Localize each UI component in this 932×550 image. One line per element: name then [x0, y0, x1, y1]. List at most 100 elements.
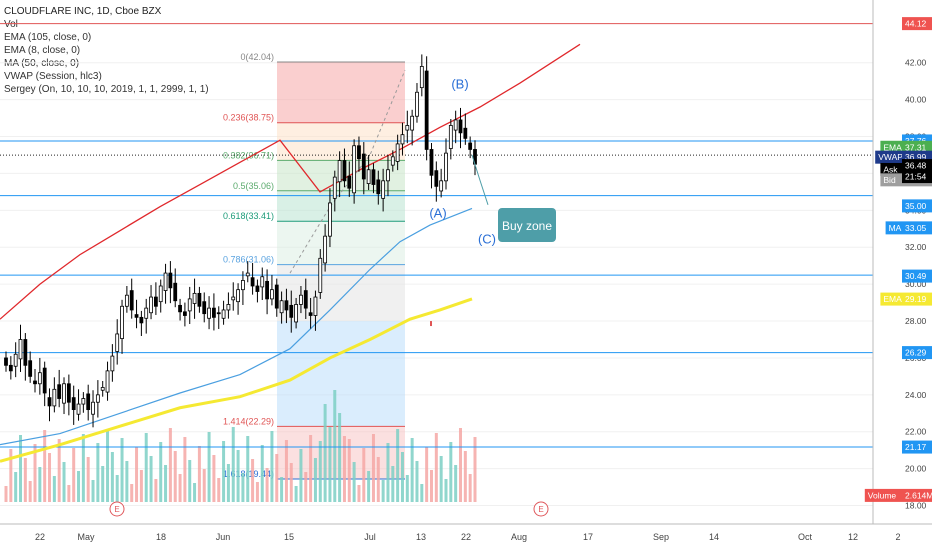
wave-label: (C) [478, 232, 496, 247]
price-tick: 40.00 [905, 95, 927, 105]
volume-bar [458, 428, 462, 502]
candle-body [386, 169, 390, 182]
candle-body [57, 384, 62, 399]
volume-bar [367, 471, 371, 502]
candle-body [216, 312, 221, 315]
ema-105-line [0, 297, 473, 463]
price-badge-label-bg [864, 488, 902, 502]
candle-body [91, 401, 95, 415]
ma-50-line [0, 207, 473, 446]
price-badge-value: 35.00 [905, 201, 927, 211]
volume-bar [222, 441, 226, 502]
candle-body [419, 66, 424, 89]
volume-bar [468, 474, 472, 502]
volume-bar [338, 413, 342, 502]
volume-bar [255, 482, 259, 502]
legend-line-ema-105[interactable]: EMA (105, close, 0) [4, 32, 92, 43]
volume-bar [449, 442, 453, 502]
candle-body [95, 394, 100, 403]
volume-bar [115, 475, 119, 502]
candle-body [81, 398, 86, 405]
volume-bar [14, 472, 18, 502]
candle-body [158, 285, 163, 303]
candle-body [284, 300, 289, 311]
legend-line-vol[interactable]: Vol [4, 19, 18, 30]
buy-zone-callout [498, 208, 556, 242]
price-badge-label: EMA [883, 142, 902, 152]
price-badge-bg [902, 170, 932, 184]
candle-body [439, 180, 444, 192]
fib-label: 0.382(36.71) [223, 150, 274, 160]
volume-bar [289, 463, 293, 502]
candle-body [4, 357, 8, 366]
candle-body [241, 280, 245, 291]
volume-bar [323, 404, 327, 502]
volume-bar [439, 456, 443, 502]
volume-bar [246, 436, 250, 502]
legend-line-sergey[interactable]: Sergey (On, 10, 10, 10, 2019, 1, 1, 2999… [4, 84, 209, 95]
candle-body [115, 333, 120, 352]
candle-body [134, 314, 139, 318]
volume-bar [425, 447, 429, 502]
candle-body [400, 134, 405, 145]
candle-body [13, 353, 18, 367]
price-badge-label: MA [889, 223, 902, 233]
candle-body [226, 304, 231, 311]
candle-body [221, 309, 226, 319]
volume-bar [77, 471, 81, 502]
fib-label: 0.5(35.06) [233, 181, 274, 191]
candle-body [279, 300, 284, 314]
candle-body [66, 383, 71, 403]
candle-body [405, 125, 410, 131]
candle-body [76, 403, 81, 415]
price-badge-value: 21:54 [905, 172, 927, 182]
candle-body [202, 301, 207, 315]
volume-bar [183, 437, 187, 502]
volume-bar [284, 440, 288, 502]
price-badge-value: 37.31 [905, 142, 927, 152]
candle-body [434, 170, 439, 187]
candle-body [178, 304, 182, 313]
volume-bar [57, 439, 61, 502]
volume-bar [420, 484, 424, 502]
volume-bar [236, 450, 240, 502]
candle-body [192, 292, 197, 304]
legend-line-ma-50[interactable]: MA (50, close, 0) [4, 58, 80, 69]
volume-bar [405, 475, 409, 502]
candle-body [8, 364, 13, 372]
candle-body [62, 383, 66, 404]
candle-body [313, 296, 318, 316]
candle-body [371, 169, 376, 185]
candle-body [299, 294, 303, 305]
price-badge-value: 44.12 [905, 19, 927, 29]
volume-bar [19, 435, 23, 502]
candle-body [410, 115, 415, 131]
candle-body [163, 272, 168, 291]
price-tick: 20.00 [905, 464, 927, 474]
legend-line-vwap[interactable]: VWAP (Session, hlc3) [4, 71, 102, 82]
candle-body [124, 294, 129, 307]
volume-bar [444, 479, 448, 502]
time-tick: Oct [798, 532, 813, 542]
candle-body [187, 298, 192, 312]
candle-body [381, 180, 386, 199]
volume-bar [226, 464, 230, 502]
candle-body [429, 149, 434, 176]
price-badge-bg [902, 269, 932, 283]
time-tick: 15 [284, 532, 294, 542]
legend-line-ema-8[interactable]: EMA (8, close, 0) [4, 45, 81, 56]
volume-bar [139, 470, 143, 502]
price-tick: 30.00 [905, 279, 927, 289]
candle-body [105, 370, 110, 393]
volume-bar [400, 452, 404, 502]
red-tick-mark [430, 321, 432, 327]
candle-body [168, 272, 173, 289]
volume-bar [159, 442, 163, 502]
volume-bar [473, 437, 477, 502]
candle-body [120, 305, 124, 339]
fib-label: 0.786(31.06) [223, 255, 274, 265]
price-badge-label-bg [885, 221, 902, 235]
price-tick: 18.00 [905, 501, 927, 511]
volume-bar [333, 390, 337, 502]
